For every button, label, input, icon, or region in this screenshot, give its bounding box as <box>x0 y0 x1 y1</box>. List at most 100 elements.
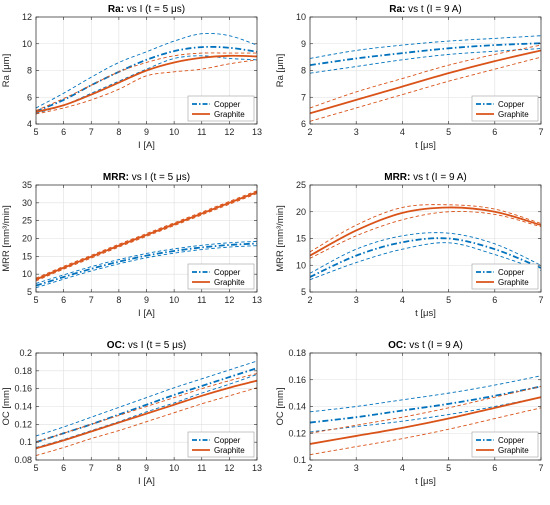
legend-box <box>471 95 539 122</box>
graphite-upper-bound-line <box>36 52 257 112</box>
x-tick-label: 7 <box>89 463 94 473</box>
x-tick-label: 9 <box>144 295 149 305</box>
copper-series-line <box>310 42 541 67</box>
x-tick-label: 8 <box>116 463 121 473</box>
legend-label-copper: Copper <box>498 100 525 109</box>
copper-upper-bound-line <box>310 35 541 59</box>
y-tick-label: 0.16 <box>14 384 32 394</box>
legend-box <box>187 431 255 458</box>
y-tick-label: 25 <box>296 180 306 190</box>
chart-panel: 2 3 4 5 6 7 5 10 15 20 25 MRR: vs t (I = 9 A) t [μs]… <box>275 172 544 319</box>
legend-label-copper: Copper <box>214 436 241 445</box>
y-tick-label: 20 <box>296 207 306 217</box>
legend-box <box>471 263 539 290</box>
graphite-lower-bound-line <box>36 387 257 456</box>
copper-series-line <box>36 45 257 113</box>
x-tick-label: 6 <box>492 127 497 137</box>
copper-lower-bound-line <box>36 245 257 289</box>
x-tick-label: 10 <box>169 463 179 473</box>
chart-panel: 5 6 7 8 9 10 11 12 13 0.08 0.1 0.12 0.14 0.16 0.18 0.2 O… <box>1 340 262 487</box>
chart-title: MRR: vs I (t = 5 μs) <box>103 172 190 183</box>
x-tick-label: 8 <box>116 295 121 305</box>
y-axis-label: OC [mm] <box>275 388 286 426</box>
x-tick-label: 2 <box>307 127 312 137</box>
x-tick-label: 12 <box>224 127 234 137</box>
x-axis-label: I [A] <box>138 308 155 319</box>
y-tick-label: 5 <box>27 287 32 297</box>
x-tick-label: 2 <box>307 463 312 473</box>
plot-series-group <box>310 375 541 456</box>
graphite-upper-bound-line <box>310 44 541 109</box>
y-tick-label: 0.16 <box>288 375 306 385</box>
graphite-series-line <box>36 54 257 113</box>
chart-title-rest: vs t (I = 9 A) <box>406 340 462 351</box>
copper-series-line <box>36 367 257 444</box>
graphite-series-line <box>36 379 257 450</box>
legend-box <box>187 95 255 122</box>
y-tick-label: 0.18 <box>288 348 306 358</box>
y-tick-label: 20 <box>22 234 32 244</box>
x-tick-label: 5 <box>446 463 451 473</box>
y-tick-label: 25 <box>22 216 32 226</box>
y-axis-label: MRR [mm³/min] <box>1 205 12 272</box>
y-tick-label: 6 <box>301 119 306 129</box>
y-tick-label: 5 <box>301 287 306 297</box>
chart-title: OC: vs I (t = 5 μs) <box>107 340 186 351</box>
y-tick-label: 0.1 <box>19 437 32 447</box>
copper-upper-bound-line <box>36 240 257 284</box>
graphite-series-line <box>310 206 541 257</box>
x-axis-label: I [A] <box>138 476 155 487</box>
chart-title-bold: MRR: <box>103 172 129 183</box>
y-tick-label: 35 <box>22 180 32 190</box>
chart-title-rest: vs t (I = 9 A) <box>405 4 461 15</box>
chart-title: MRR: vs t (I = 9 A) <box>384 172 467 183</box>
y-tick-label: 0.14 <box>14 402 32 412</box>
chart-title-bold: OC: <box>107 340 125 351</box>
x-tick-label: 7 <box>538 295 543 305</box>
x-tick-label: 11 <box>197 127 206 137</box>
x-tick-label: 8 <box>116 127 121 137</box>
x-tick-label: 12 <box>224 295 234 305</box>
chart-title-rest: vs t (I = 9 A) <box>410 172 466 183</box>
copper-upper-bound-line <box>310 375 541 413</box>
chart-title-bold: Ra: <box>108 4 124 15</box>
x-tick-label: 6 <box>492 295 497 305</box>
graphite-upper-bound-line <box>310 386 541 434</box>
y-tick-label: 9 <box>301 39 306 49</box>
graphite-upper-bound-line <box>36 190 257 279</box>
y-tick-label: 10 <box>296 12 306 22</box>
copper-lower-bound-line <box>310 242 541 281</box>
x-tick-label: 9 <box>144 127 149 137</box>
graphite-series-line <box>310 396 541 445</box>
copper-lower-bound-line <box>310 396 541 433</box>
chart-title-bold: Ra: <box>389 4 405 15</box>
legend-label-copper: Copper <box>498 268 525 277</box>
legend-label-copper: Copper <box>214 268 241 277</box>
x-tick-label: 4 <box>400 295 405 305</box>
plot-series-group <box>36 360 257 456</box>
x-tick-label: 11 <box>197 295 206 305</box>
legend-box <box>471 431 539 458</box>
copper-upper-bound-line <box>310 232 541 274</box>
chart-title: OC: vs t (I = 9 A) <box>388 340 463 351</box>
chart-panel: 2 3 4 5 6 7 0.1 0.12 0.14 0.16 0.18 OC: vs t (I = 9… <box>275 340 544 487</box>
copper-upper-bound-line <box>36 360 257 437</box>
plot-series-group <box>310 35 541 122</box>
x-tick-label: 5 <box>33 295 38 305</box>
x-tick-label: 10 <box>169 127 179 137</box>
x-axis-label: I [A] <box>138 140 155 151</box>
graphite-lower-bound-line <box>36 59 257 115</box>
x-tick-label: 7 <box>89 127 94 137</box>
x-tick-label: 5 <box>446 295 451 305</box>
x-axis-label: t [μs] <box>415 140 436 151</box>
legend-label-graphite: Graphite <box>214 110 245 119</box>
y-axis-label: Ra [μm] <box>1 54 12 87</box>
y-tick-label: 8 <box>27 66 32 76</box>
y-tick-label: 4 <box>27 119 32 129</box>
